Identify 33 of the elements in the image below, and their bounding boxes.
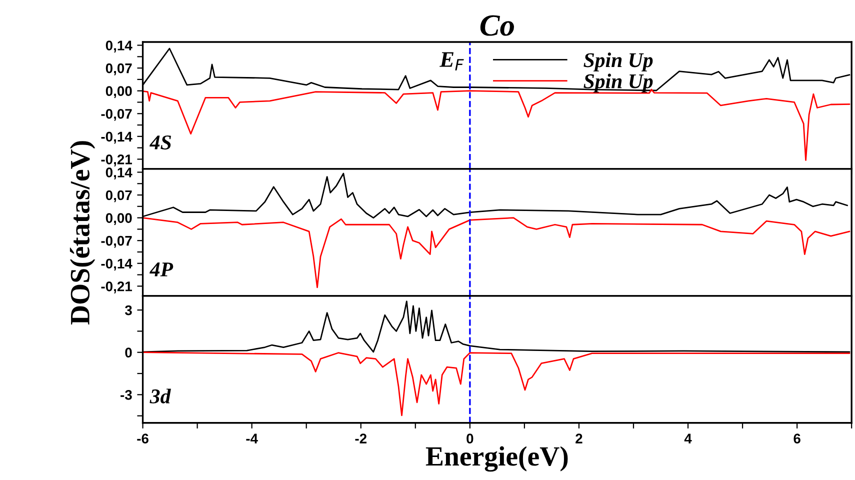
y-tick-label: 0,07 (106, 190, 132, 202)
x-tick-label: 6 (794, 434, 800, 444)
line-series (142, 352, 850, 416)
y-tick-label: 0,14 (106, 40, 132, 52)
y-tick-label: -0,21 (101, 281, 132, 294)
y-tick-label: 0,14 (106, 168, 132, 180)
y-tick-label: -3 (120, 390, 132, 400)
x-tick-label: -2 (355, 434, 366, 444)
y-tick-label: 0,00 (106, 86, 132, 98)
y-tick-label: -0,07 (101, 236, 132, 248)
y-tick-label: 0 (125, 348, 132, 358)
x-tick-label: 0 (466, 434, 474, 444)
y-tick-label: 0,00 (106, 213, 132, 225)
y-axis-title: DOS(étatas/eV) (70, 141, 96, 325)
y-tick-label: 0,07 (106, 63, 132, 76)
annotation: E$_{F}$ (440, 52, 464, 70)
y-tick-label: -0,07 (101, 108, 132, 121)
x-tick-label: 4 (684, 434, 692, 444)
line-series (142, 217, 850, 288)
annotation: 3d (150, 388, 171, 404)
x-tick-label: 2 (576, 434, 582, 444)
legend-label: Spin Up (584, 52, 653, 72)
annotation: 4P (150, 262, 174, 276)
x-axis-title: Energie(eV) (426, 446, 568, 472)
annotation: 4S (150, 135, 172, 150)
y-tick-label: 3 (124, 305, 132, 316)
legend-label: Spin Up (584, 74, 653, 93)
x-tick-label: -4 (246, 434, 258, 444)
y-tick-label: -0,21 (101, 154, 132, 166)
y-tick-label: -0,14 (101, 132, 132, 144)
chart-title: Co (480, 15, 514, 36)
x-tick-label: -6 (137, 434, 148, 444)
y-tick-label: -0,14 (101, 258, 132, 271)
